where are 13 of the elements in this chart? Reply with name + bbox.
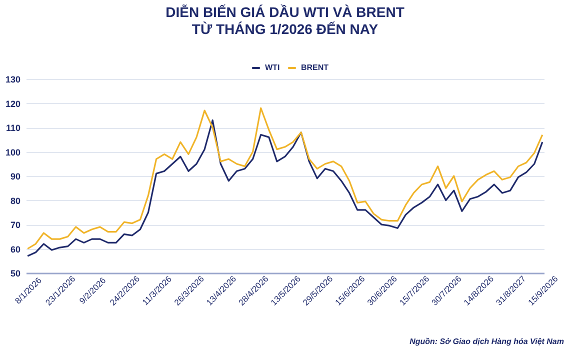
y-tick-label: 50 [10, 268, 20, 278]
y-tick-label: 90 [10, 172, 20, 182]
y-tick-label: 60 [10, 244, 20, 254]
chart-title: DIỄN BIẾN GIÁ DẦU WTI VÀ BRENT TỪ THÁNG 1/2026 ĐẾN NAY [166, 4, 405, 37]
y-tick-label: 80 [10, 196, 20, 206]
legend-label: BRENT [301, 63, 329, 72]
text: Nguồn: Sở Giao dịch Hàng hóa Việt Nam [410, 337, 564, 346]
y-tick-label: 70 [10, 220, 20, 230]
y-tick-label: 130 [5, 74, 20, 84]
y-tick-label: 120 [5, 98, 20, 109]
legend-label: WTI [265, 63, 280, 72]
y-tick-label: 110 [6, 123, 20, 133]
y-tick-label: 100 [5, 147, 20, 158]
